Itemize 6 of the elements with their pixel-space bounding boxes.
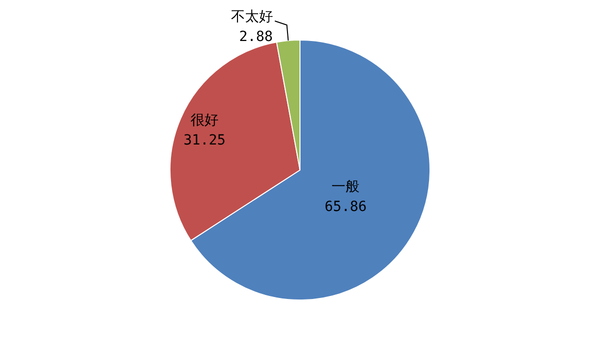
slice-label: 很好	[190, 112, 219, 129]
data-label: 2.88	[239, 28, 273, 45]
slice-label: 不太好	[230, 8, 273, 25]
slice-label: 一般	[332, 178, 360, 195]
data-label: 65.86	[324, 198, 367, 215]
data-label: 31.25	[183, 132, 226, 149]
